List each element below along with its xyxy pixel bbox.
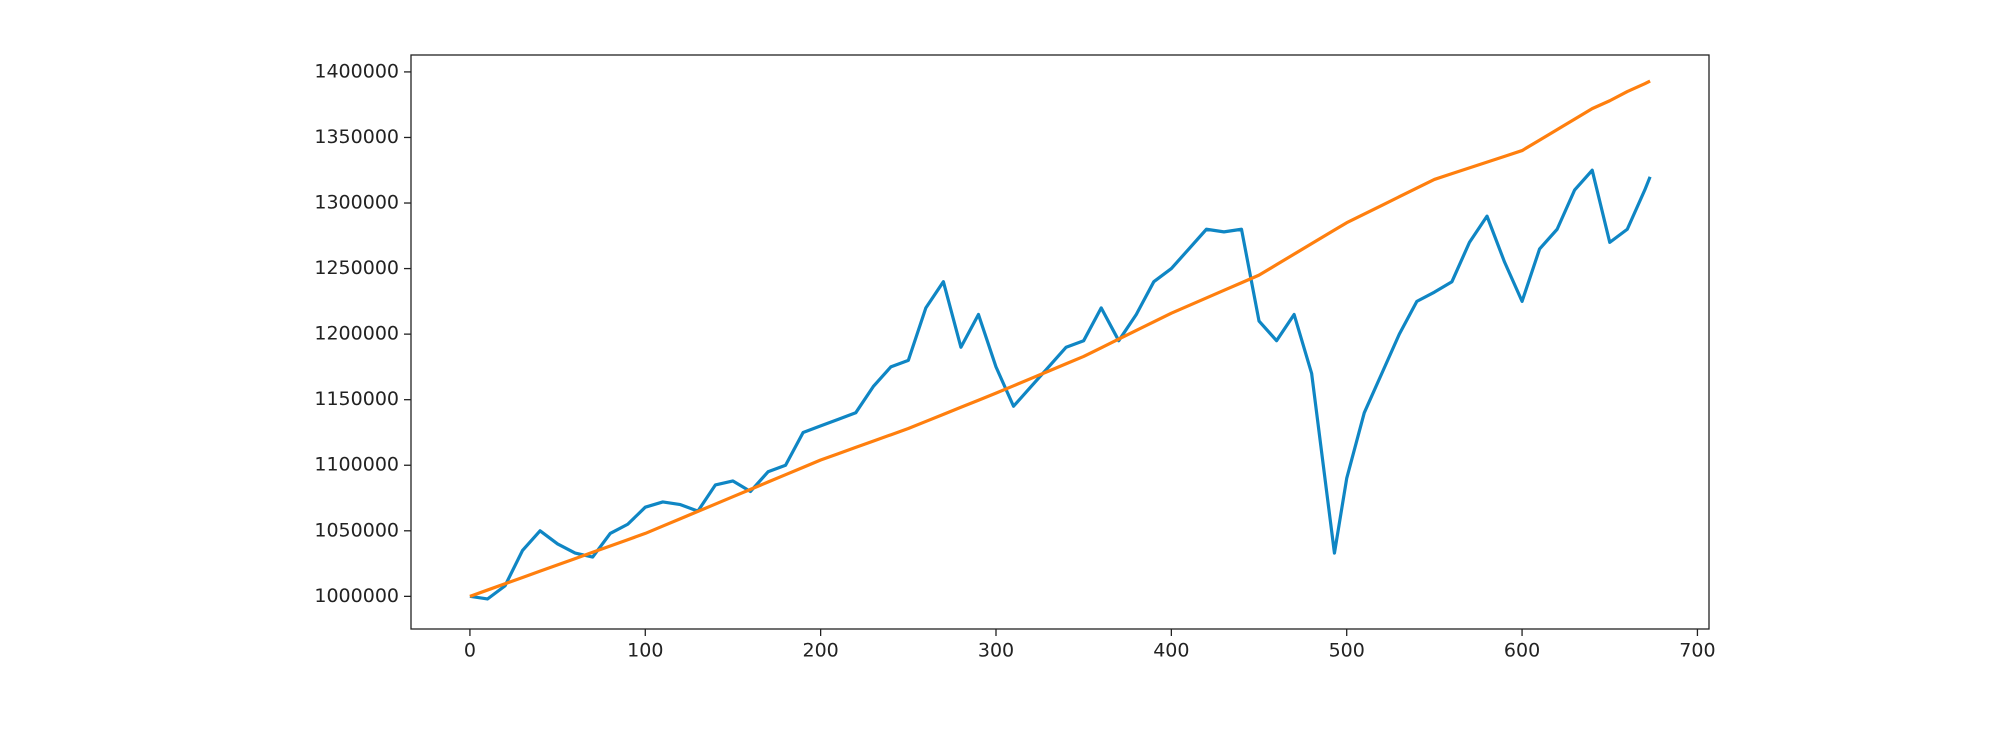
line bbox=[469, 168, 1652, 601]
y-tick-label: 1200000 bbox=[314, 323, 399, 345]
x-tick-label: 400 bbox=[1153, 640, 1189, 662]
x-tick-label: 700 bbox=[1679, 640, 1715, 662]
x-tick-label: 600 bbox=[1504, 640, 1540, 662]
y-tick-label: 1350000 bbox=[314, 126, 399, 148]
y-tick-label: 1250000 bbox=[314, 257, 399, 279]
y-tick-label: 1050000 bbox=[314, 519, 399, 541]
x-tick-label: 0 bbox=[464, 640, 476, 662]
x-tick-label: 500 bbox=[1329, 640, 1365, 662]
line bbox=[469, 79, 1651, 598]
y-tick-label: 1300000 bbox=[314, 192, 399, 214]
plot-frame bbox=[410, 54, 1710, 630]
y-tick-label: 1000000 bbox=[314, 585, 399, 607]
y-tick-label: 1400000 bbox=[314, 60, 399, 82]
x-tick-label: 100 bbox=[627, 640, 663, 662]
y-tick-label: 1100000 bbox=[314, 454, 399, 476]
y-tick-label: 1150000 bbox=[314, 388, 399, 410]
x-tick-label: 200 bbox=[803, 640, 839, 662]
x-tick-label: 300 bbox=[978, 640, 1014, 662]
